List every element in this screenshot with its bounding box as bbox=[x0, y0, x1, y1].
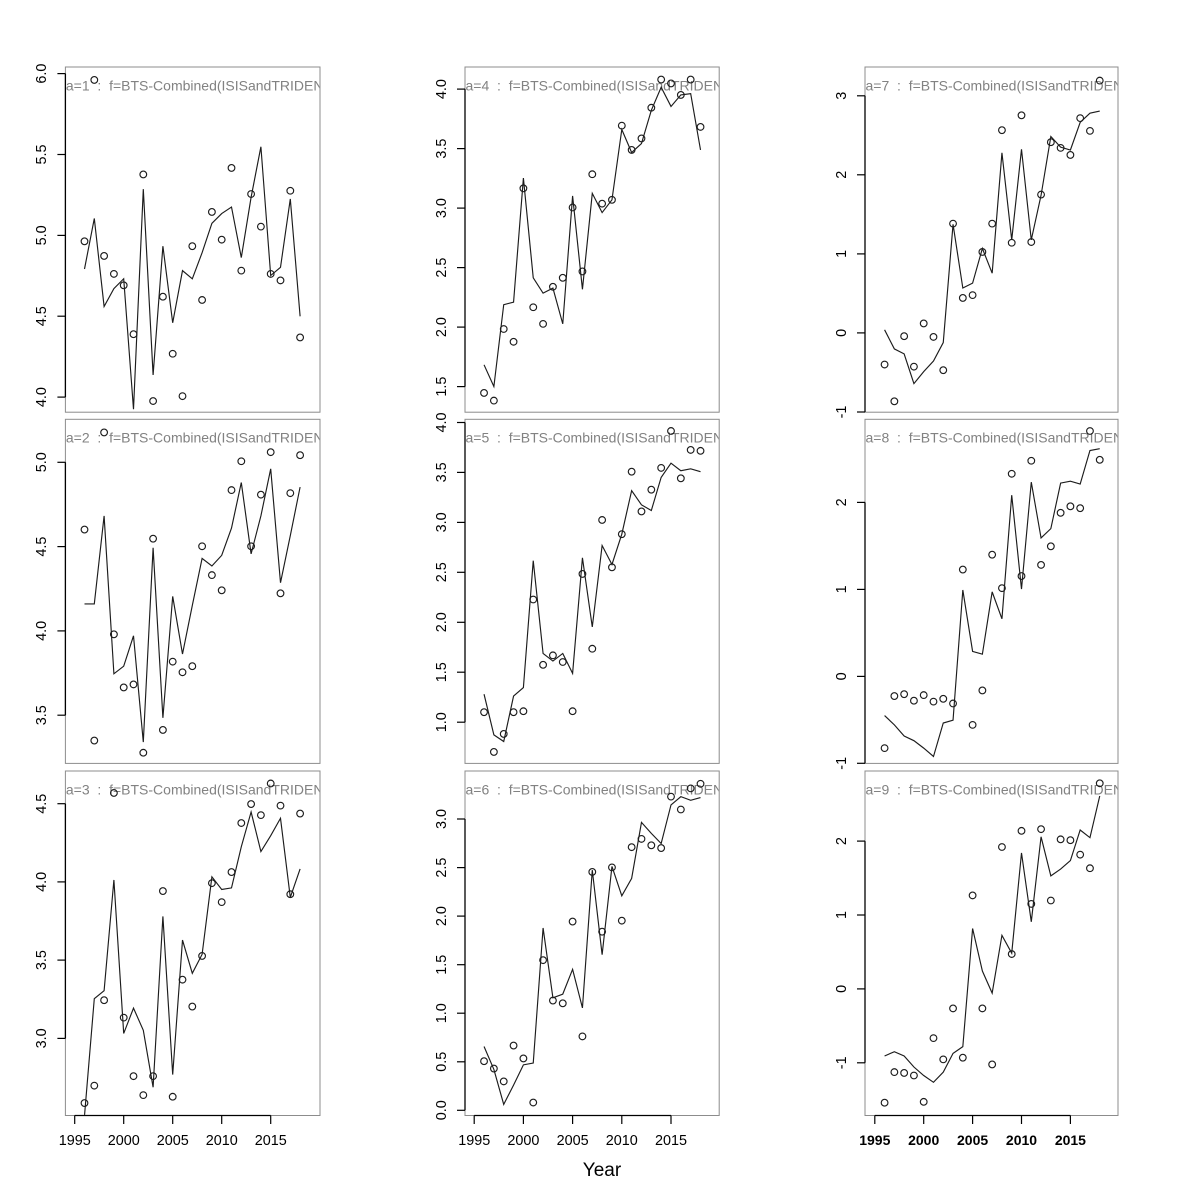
svg-text:a=3 : f=BTS-Combined(ISISand: a=3 : f=BTS-Combined(ISISandTRIDENT-comb… bbox=[66, 781, 401, 797]
svg-text:0.0: 0.0 bbox=[434, 1100, 450, 1120]
svg-text:a=6 : f=BTS-Combined(ISISand: a=6 : f=BTS-Combined(ISISandTRIDENT-comb… bbox=[466, 781, 801, 797]
svg-text:5.5: 5.5 bbox=[34, 144, 50, 164]
svg-text:2010: 2010 bbox=[206, 1133, 238, 1149]
svg-text:3.5: 3.5 bbox=[434, 462, 450, 482]
svg-text:2015: 2015 bbox=[255, 1133, 287, 1149]
svg-text:2.0: 2.0 bbox=[434, 612, 450, 632]
svg-text:4.5: 4.5 bbox=[34, 794, 50, 814]
svg-text:a=9 : f=BTS-Combined(ISISand: a=9 : f=BTS-Combined(ISISandTRIDENT-comb… bbox=[866, 781, 1200, 797]
svg-text:3.0: 3.0 bbox=[434, 809, 450, 829]
svg-text:1995: 1995 bbox=[859, 1132, 890, 1148]
svg-text:2000: 2000 bbox=[108, 1133, 140, 1149]
svg-text:2.0: 2.0 bbox=[434, 906, 450, 926]
svg-text:1.0: 1.0 bbox=[434, 1003, 450, 1023]
svg-text:4.0: 4.0 bbox=[34, 872, 50, 892]
svg-text:Year: Year bbox=[583, 1160, 622, 1181]
svg-text:2: 2 bbox=[834, 171, 850, 179]
svg-text:2.5: 2.5 bbox=[434, 562, 450, 582]
svg-text:2.5: 2.5 bbox=[434, 258, 450, 278]
svg-text:2010: 2010 bbox=[1006, 1132, 1037, 1148]
svg-text:2.5: 2.5 bbox=[434, 858, 450, 878]
svg-text:0: 0 bbox=[834, 672, 850, 680]
svg-text:1: 1 bbox=[834, 250, 850, 258]
svg-text:1.5: 1.5 bbox=[434, 377, 450, 397]
svg-text:3.0: 3.0 bbox=[434, 512, 450, 532]
svg-text:3.5: 3.5 bbox=[34, 705, 50, 725]
svg-text:2.0: 2.0 bbox=[434, 317, 450, 337]
svg-text:0.5: 0.5 bbox=[434, 1052, 450, 1072]
svg-text:-1: -1 bbox=[834, 406, 850, 419]
svg-text:3.0: 3.0 bbox=[434, 198, 450, 218]
svg-text:3.5: 3.5 bbox=[434, 139, 450, 159]
svg-text:2: 2 bbox=[834, 837, 850, 845]
svg-text:4.0: 4.0 bbox=[434, 412, 450, 432]
svg-text:3: 3 bbox=[834, 92, 850, 100]
svg-text:0: 0 bbox=[834, 329, 850, 337]
svg-text:4.0: 4.0 bbox=[34, 621, 50, 641]
svg-text:2005: 2005 bbox=[157, 1133, 189, 1149]
svg-text:-1: -1 bbox=[834, 757, 850, 770]
svg-text:a=1 : f=BTS-Combined(ISISand: a=1 : f=BTS-Combined(ISISandTRIDENT-comb… bbox=[66, 77, 401, 93]
svg-text:1.5: 1.5 bbox=[434, 662, 450, 682]
svg-text:4.5: 4.5 bbox=[34, 537, 50, 557]
svg-text:2000: 2000 bbox=[908, 1132, 939, 1148]
svg-text:2000: 2000 bbox=[507, 1133, 539, 1149]
svg-text:a=7 : f=BTS-Combined(ISISand: a=7 : f=BTS-Combined(ISISandTRIDENT-comb… bbox=[866, 77, 1200, 93]
svg-text:2010: 2010 bbox=[606, 1133, 638, 1149]
svg-text:3.0: 3.0 bbox=[34, 1028, 50, 1048]
svg-text:a=8 : f=BTS-Combined(ISISand: a=8 : f=BTS-Combined(ISISandTRIDENT-comb… bbox=[866, 430, 1200, 446]
svg-text:4.5: 4.5 bbox=[34, 306, 50, 326]
svg-text:1995: 1995 bbox=[59, 1133, 91, 1149]
svg-text:1.5: 1.5 bbox=[434, 955, 450, 975]
svg-text:6.0: 6.0 bbox=[34, 64, 50, 84]
svg-text:1.0: 1.0 bbox=[434, 712, 450, 732]
svg-text:2015: 2015 bbox=[655, 1133, 687, 1149]
svg-text:0: 0 bbox=[834, 985, 850, 993]
svg-text:a=5 : f=BTS-Combined(ISISand: a=5 : f=BTS-Combined(ISISandTRIDENT-comb… bbox=[466, 430, 801, 446]
svg-text:2005: 2005 bbox=[957, 1132, 988, 1148]
svg-text:1: 1 bbox=[834, 911, 850, 919]
svg-text:-1: -1 bbox=[834, 1056, 850, 1069]
svg-text:2005: 2005 bbox=[557, 1133, 589, 1149]
svg-text:1995: 1995 bbox=[458, 1133, 490, 1149]
svg-text:4.0: 4.0 bbox=[434, 79, 450, 99]
svg-text:a=2 : f=BTS-Combined(ISISand: a=2 : f=BTS-Combined(ISISandTRIDENT-comb… bbox=[66, 430, 401, 446]
svg-text:3.5: 3.5 bbox=[34, 950, 50, 970]
svg-text:2015: 2015 bbox=[1055, 1132, 1086, 1148]
svg-text:4.0: 4.0 bbox=[34, 387, 50, 407]
svg-text:5.0: 5.0 bbox=[34, 225, 50, 245]
svg-text:2: 2 bbox=[834, 498, 850, 506]
svg-text:a=4 : f=BTS-Combined(ISISand: a=4 : f=BTS-Combined(ISISandTRIDENT-comb… bbox=[466, 77, 801, 93]
svg-text:5.0: 5.0 bbox=[34, 452, 50, 472]
svg-text:1: 1 bbox=[834, 585, 850, 593]
